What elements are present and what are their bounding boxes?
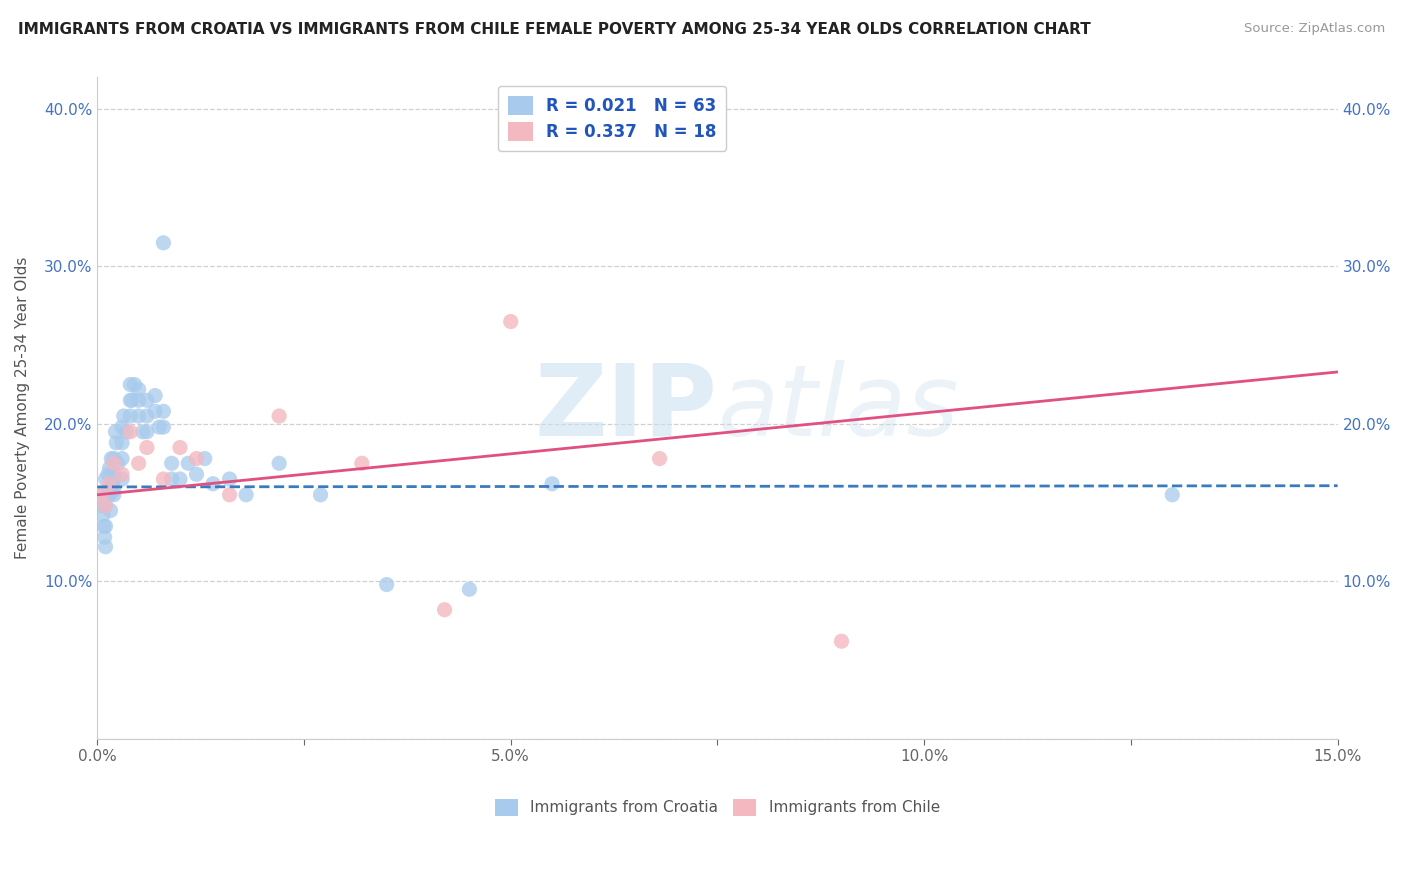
Point [94,472,117,486]
Point [98,461,121,475]
Point [135,409,157,423]
Point [1161,488,1184,502]
Point [111,435,134,450]
Point [152,472,174,486]
Point [160,472,183,486]
Point [90,488,112,502]
Point [202,476,225,491]
Point [120,377,142,392]
Point [100,503,122,517]
Point [135,441,157,455]
Point [120,393,142,408]
Text: IMMIGRANTS FROM CROATIA VS IMMIGRANTS FROM CHILE FEMALE POVERTY AMONG 25-34 YEAR: IMMIGRANTS FROM CROATIA VS IMMIGRANTS FR… [18,22,1091,37]
Point [128,409,150,423]
Point [105,435,128,450]
Point [499,314,522,328]
Text: Source: ZipAtlas.com: Source: ZipAtlas.com [1244,22,1385,36]
Point [100,451,122,466]
Point [103,456,125,470]
Point [103,472,125,486]
Point [111,451,134,466]
Point [375,577,398,591]
Point [177,456,200,470]
Point [120,409,142,423]
Point [269,409,291,423]
Point [135,425,157,439]
Point [152,235,174,250]
Point [94,540,117,554]
Point [152,420,174,434]
Point [148,420,170,434]
Point [94,499,117,513]
Point [90,488,112,502]
Point [186,467,208,482]
Point [458,582,481,597]
Point [103,483,125,497]
Point [93,519,115,533]
Point [143,388,166,402]
Point [98,476,121,491]
Point [112,409,135,423]
Point [91,499,114,513]
Point [218,488,240,502]
Point [103,488,125,502]
Point [120,425,142,439]
Point [132,425,155,439]
Point [111,420,134,434]
Point [235,488,257,502]
Point [152,404,174,418]
Point [97,483,120,497]
Point [218,472,240,486]
Point [104,425,127,439]
Point [97,467,120,482]
Point [94,499,117,513]
Point [169,441,191,455]
Point [541,476,564,491]
Point [269,456,291,470]
Point [101,476,124,491]
Point [115,425,138,439]
Point [103,467,125,482]
Point [121,393,143,408]
Point [94,519,117,533]
Point [124,377,146,392]
Y-axis label: Female Poverty Among 25-34 Year Olds: Female Poverty Among 25-34 Year Olds [15,257,30,559]
Point [103,451,125,466]
Point [648,451,671,466]
Point [194,451,217,466]
Point [111,467,134,482]
Point [169,472,191,486]
Point [309,488,332,502]
Point [128,382,150,396]
Point [830,634,852,648]
Point [93,530,115,544]
Point [128,393,150,408]
Text: atlas: atlas [717,359,959,457]
Point [350,456,373,470]
Point [143,404,166,418]
Point [433,603,456,617]
Point [128,456,150,470]
Point [135,393,157,408]
Legend: Immigrants from Croatia, Immigrants from Chile: Immigrants from Croatia, Immigrants from… [489,793,946,822]
Point [160,456,183,470]
Point [186,451,208,466]
Text: ZIP: ZIP [534,359,717,457]
Point [96,488,118,502]
Point [111,472,134,486]
Point [107,456,129,470]
Point [98,488,121,502]
Point [91,508,114,523]
